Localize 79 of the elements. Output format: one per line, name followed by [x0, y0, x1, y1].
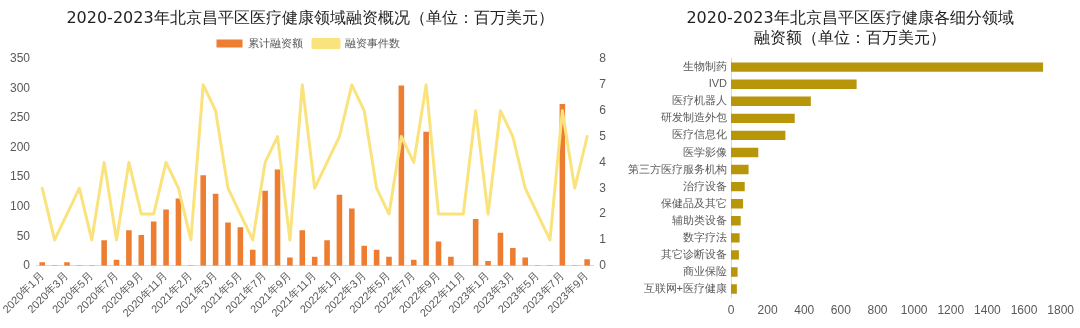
y-tick-label: 生物制药 — [683, 60, 727, 73]
y-tick-label: 治疗设备 — [683, 179, 727, 192]
bar — [39, 262, 45, 266]
y2-tick-label: 8 — [599, 51, 607, 66]
x-tick-label: 1000 — [900, 303, 928, 318]
y2-tick-label: 0 — [599, 258, 607, 273]
y-tick-label: 研发制造外包 — [661, 111, 727, 124]
bar — [126, 230, 132, 266]
bar — [410, 259, 417, 266]
bar — [731, 284, 737, 294]
bar — [64, 262, 70, 266]
bar — [485, 261, 491, 266]
y-tick-label: 250 — [9, 110, 31, 125]
bar — [522, 257, 528, 266]
x-tick-label: 600 — [830, 303, 852, 318]
bar — [731, 181, 745, 192]
x-tick-label: 1800 — [1047, 303, 1075, 318]
x-tick-label: 400 — [794, 303, 815, 318]
bar — [448, 256, 454, 266]
bar — [731, 216, 741, 226]
bar — [731, 79, 857, 89]
bar — [731, 233, 740, 243]
bar — [731, 199, 744, 209]
bar — [731, 164, 749, 175]
bar — [584, 259, 590, 266]
y2-tick-label: 1 — [599, 232, 607, 247]
bar — [731, 147, 759, 158]
x-tick-label: 1200 — [937, 303, 965, 318]
bar — [287, 257, 293, 266]
bar — [324, 240, 330, 266]
bar — [386, 256, 392, 266]
chart-title: 2020-2023年北京昌平区医疗健康各细分领域融资额（单位：百万美元） — [685, 7, 1015, 48]
y2-tick-label: 2 — [599, 206, 607, 221]
y-tick-label: 保健品及其它 — [661, 196, 727, 209]
y-tick-label: 医疗信息化 — [672, 128, 727, 141]
bar — [163, 209, 169, 266]
y-tick-label: IVD — [708, 77, 728, 90]
y-tick-label: 300 — [9, 80, 31, 95]
y2-tick-label: 6 — [599, 103, 607, 117]
x-tick-label: 1400 — [974, 303, 1002, 318]
y-tick-label: 150 — [9, 169, 31, 184]
y-tick-label: 医学影像 — [683, 145, 727, 158]
bar — [510, 248, 516, 266]
bar — [731, 62, 1044, 72]
bar — [249, 249, 256, 266]
bar — [731, 267, 738, 277]
y-tick-label: 350 — [9, 51, 31, 66]
legend-label: 累计融资额 — [248, 36, 303, 49]
bar — [349, 208, 355, 266]
y2-tick-label: 5 — [599, 128, 607, 143]
x-tick-label: 800 — [867, 303, 888, 318]
y-tick-label: 辅助类设备 — [672, 213, 727, 226]
bar — [731, 250, 739, 260]
bar — [262, 190, 268, 266]
y-tick-label: 其它诊断设备 — [661, 247, 727, 260]
bar — [361, 245, 367, 266]
y-tick-label: 互联网+医疗健康 — [643, 282, 727, 295]
y-tick-label: 商业保险 — [683, 265, 727, 278]
bar — [225, 222, 231, 266]
bar — [423, 131, 429, 266]
y-tick-label: 50 — [16, 228, 31, 243]
y-tick-label: 数字疗法 — [683, 230, 727, 243]
x-tick-label: 1600 — [1010, 303, 1038, 318]
bar — [731, 96, 811, 106]
bar — [200, 175, 206, 266]
y-tick-label: 第三方医疗服务机构 — [628, 162, 727, 175]
y2-tick-label: 4 — [599, 154, 607, 169]
y-tick-label: 0 — [23, 258, 31, 273]
y2-tick-label: 7 — [599, 77, 607, 92]
bar — [731, 113, 795, 124]
y-tick-label: 200 — [9, 139, 31, 154]
bar — [731, 130, 786, 141]
x-tick-label: 200 — [757, 303, 778, 318]
bar — [101, 240, 107, 266]
y2-tick-label: 3 — [599, 180, 607, 195]
chart-title: 2020-2023年北京昌平区医疗健康领域融资概况（单位：百万美元） — [65, 7, 555, 28]
legend-label: 融资事件数 — [344, 36, 400, 49]
y-tick-label: 100 — [9, 198, 31, 213]
y-tick-label: 医疗机器人 — [672, 94, 727, 107]
